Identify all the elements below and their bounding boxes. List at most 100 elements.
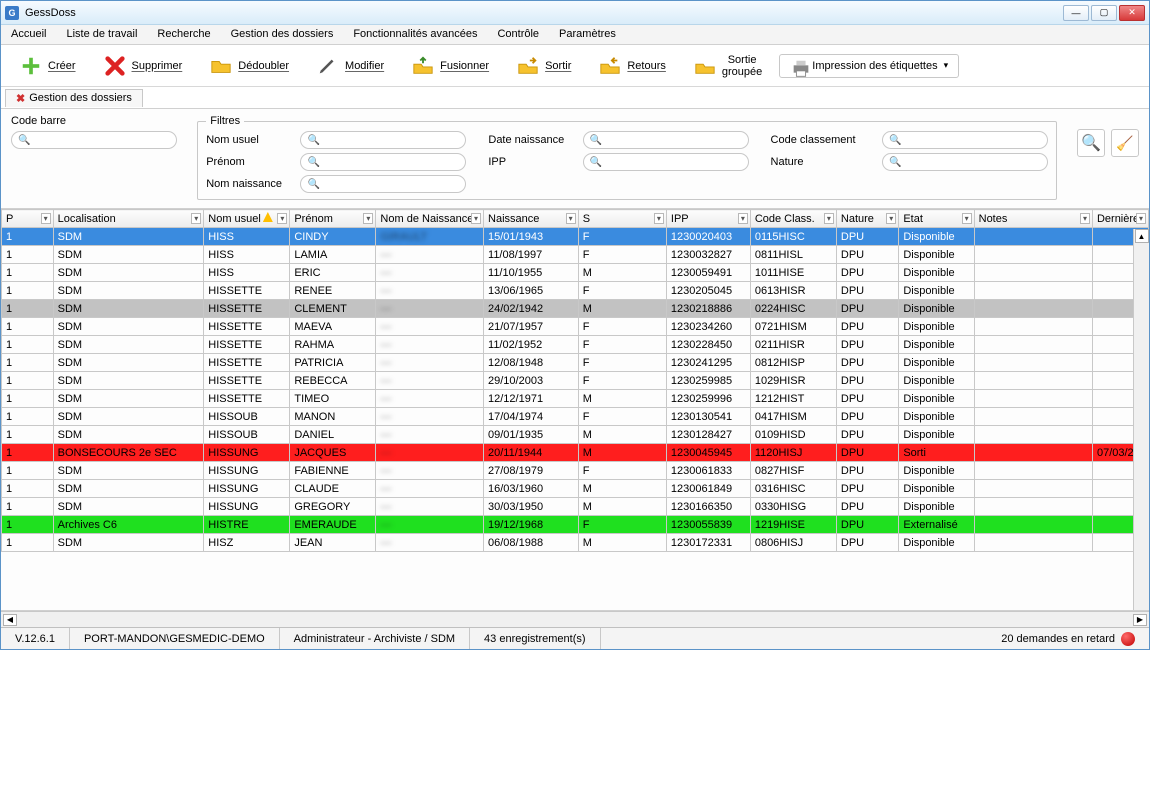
column-filter-icon[interactable]: ▾ [738, 213, 748, 224]
column-header[interactable]: Notes▾ [974, 210, 1092, 228]
vertical-scrollbar[interactable]: ▲ [1133, 229, 1149, 610]
table-row[interactable]: 1SDMHISSETTECLEMENT—24/02/1942M123021888… [2, 300, 1149, 318]
retours-button[interactable]: Retours [588, 51, 677, 81]
column-filter-icon[interactable]: ▾ [1080, 213, 1090, 224]
sortir-button[interactable]: Sortir [506, 51, 582, 81]
impression-label: Impression des étiquettes [812, 60, 937, 72]
column-filter-icon[interactable]: ▾ [886, 213, 896, 224]
pencil-icon [317, 55, 339, 77]
nom-naissance-input[interactable]: 🔍 [300, 175, 466, 193]
table-row[interactable]: 1SDMHISSUNGGREGORY—30/03/1950M1230166350… [2, 498, 1149, 516]
column-header[interactable]: Nom usuel▾ [204, 210, 290, 228]
column-header[interactable]: S▾ [578, 210, 666, 228]
fusionner-button[interactable]: Fusionner [401, 51, 500, 81]
nature-input[interactable]: 🔍 [882, 153, 1048, 171]
nom-usuel-input[interactable]: 🔍 [300, 131, 466, 149]
table-row[interactable]: 1SDMHISSUNGCLAUDE—16/03/1960M12300618490… [2, 480, 1149, 498]
close-button[interactable]: ✕ [1119, 5, 1145, 21]
cell-ndn: — [376, 264, 484, 282]
column-header[interactable]: IPP▾ [666, 210, 750, 228]
maximize-button[interactable]: ▢ [1091, 5, 1117, 21]
tab-close-icon[interactable]: ✖ [16, 92, 25, 105]
table-row[interactable]: 1Archives C6HISTREEMERAUDE—19/12/1968F12… [2, 516, 1149, 534]
supprimer-button[interactable]: Supprimer [93, 51, 194, 81]
impression-etiquettes-button[interactable]: Impression des étiquettes ▾ [779, 54, 959, 78]
column-header[interactable]: Code Class.▾ [750, 210, 836, 228]
code-classement-input[interactable]: 🔍 [882, 131, 1048, 149]
cell-cc: 0224HISC [750, 300, 836, 318]
cell-nai: 27/08/1979 [484, 462, 579, 480]
ipp-input[interactable]: 🔍 [583, 153, 749, 171]
table-row[interactable]: 1SDMHISSOUBDANIEL—09/01/1935M12301284270… [2, 426, 1149, 444]
sortie-groupee-button[interactable]: Sortie groupée [683, 50, 773, 82]
menu-parametres[interactable]: Paramètres [549, 25, 626, 44]
column-filter-icon[interactable]: ▾ [566, 213, 576, 224]
cell-s: M [578, 264, 666, 282]
column-filter-icon[interactable]: ▾ [962, 213, 972, 224]
code-classement-label: Code classement [771, 134, 877, 146]
scroll-up-icon[interactable]: ▲ [1135, 229, 1149, 243]
column-header[interactable]: Nom de Naissance▾ [376, 210, 484, 228]
column-filter-icon[interactable]: ▾ [1136, 213, 1146, 224]
tab-gestion-dossiers[interactable]: ✖ Gestion des dossiers [5, 89, 143, 107]
column-header[interactable]: Nature▾ [836, 210, 898, 228]
cell-nai: 12/12/1971 [484, 390, 579, 408]
cell-cc: 0417HISM [750, 408, 836, 426]
cell-s: F [578, 336, 666, 354]
menu-gestion-dossiers[interactable]: Gestion des dossiers [221, 25, 344, 44]
table-row[interactable]: 1SDMHISSUNGFABIENNE—27/08/1979F123006183… [2, 462, 1149, 480]
dedoubler-button[interactable]: Dédoubler [199, 51, 300, 81]
return-arrow-icon [599, 55, 621, 77]
data-grid: P▾Localisation▾Nom usuel▾Prénom▾Nom de N… [1, 209, 1149, 611]
column-filter-icon[interactable]: ▾ [191, 213, 201, 224]
column-header[interactable]: Prénom▾ [290, 210, 376, 228]
table-row[interactable]: 1SDMHISSETTETIMEO—12/12/1971M12302599961… [2, 390, 1149, 408]
cell-nai: 15/01/1943 [484, 228, 579, 246]
column-filter-icon[interactable]: ▾ [654, 213, 664, 224]
table-row[interactable]: 1SDMHISZJEAN—06/08/1988M12301723310806HI… [2, 534, 1149, 552]
table-row[interactable]: 1SDMHISSETTERAHMA—11/02/1952F12302284500… [2, 336, 1149, 354]
menu-liste-travail[interactable]: Liste de travail [56, 25, 147, 44]
column-filter-icon[interactable]: ▾ [41, 213, 51, 224]
cell-loc: SDM [53, 462, 204, 480]
scroll-left-icon[interactable]: ◀ [3, 614, 17, 626]
prenom-input[interactable]: 🔍 [300, 153, 466, 171]
status-count: 43 enregistrement(s) [470, 628, 601, 649]
menu-fonctionnalites-avancees[interactable]: Fonctionnalités avancées [343, 25, 487, 44]
table-row[interactable]: 1SDMHISSCINDYGIRAULT15/01/1943F123002040… [2, 228, 1149, 246]
cell-nom: HISSETTE [204, 300, 290, 318]
code-barre-input[interactable]: 🔍 [11, 131, 177, 149]
menu-recherche[interactable]: Recherche [147, 25, 220, 44]
column-filter-icon[interactable]: ▾ [471, 213, 481, 224]
search-button[interactable]: 🔍 [1077, 129, 1105, 157]
cell-ipp: 1230032827 [666, 246, 750, 264]
column-header[interactable]: Naissance▾ [484, 210, 579, 228]
scroll-right-icon[interactable]: ▶ [1133, 614, 1147, 626]
column-header[interactable]: Localisation▾ [53, 210, 204, 228]
menu-controle[interactable]: Contrôle [487, 25, 549, 44]
modifier-button[interactable]: Modifier [306, 51, 395, 81]
creer-button[interactable]: Créer [9, 51, 87, 81]
out-arrow-icon [517, 55, 539, 77]
table-row[interactable]: 1SDMHISSERIC—11/10/1955M12300594911011HI… [2, 264, 1149, 282]
date-naissance-input[interactable]: 🔍 [583, 131, 749, 149]
table-row[interactable]: 1SDMHISSLAMIA—11/08/1997F12300328270811H… [2, 246, 1149, 264]
column-filter-icon[interactable]: ▾ [277, 213, 287, 224]
cell-notes [974, 498, 1092, 516]
table-row[interactable]: 1BONSECOURS 2e SECHISSUNGJACQUES—20/11/1… [2, 444, 1149, 462]
table-row[interactable]: 1SDMHISSETTERENEE—13/06/1965F12302050450… [2, 282, 1149, 300]
column-filter-icon[interactable]: ▾ [824, 213, 834, 224]
minimize-button[interactable]: — [1063, 5, 1089, 21]
column-filter-icon[interactable]: ▾ [363, 213, 373, 224]
clear-filters-button[interactable]: 🧹 [1111, 129, 1139, 157]
column-header[interactable]: P▾ [2, 210, 54, 228]
column-header[interactable]: Etat▾ [899, 210, 974, 228]
table-row[interactable]: 1SDMHISSETTEREBECCA—29/10/2003F123025998… [2, 372, 1149, 390]
cell-cc: 1029HISR [750, 372, 836, 390]
menu-accueil[interactable]: Accueil [1, 25, 56, 44]
horizontal-scrollbar[interactable]: ◀ ▶ [1, 611, 1149, 627]
table-row[interactable]: 1SDMHISSOUBMANON—17/04/1974F123013054104… [2, 408, 1149, 426]
table-row[interactable]: 1SDMHISSETTEPATRICIA—12/08/1948F12302412… [2, 354, 1149, 372]
table-row[interactable]: 1SDMHISSETTEMAEVA—21/07/1957F12302342600… [2, 318, 1149, 336]
column-header[interactable]: Dernière▾ [1092, 210, 1148, 228]
